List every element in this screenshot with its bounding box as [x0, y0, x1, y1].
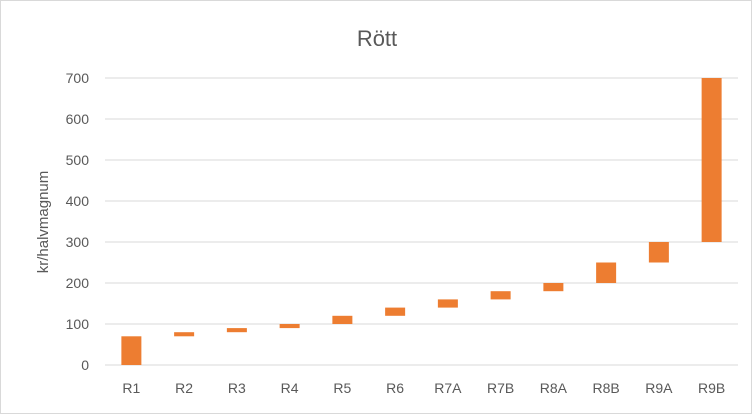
x-tick-label: R3 [228, 380, 246, 396]
y-axis-label: kr/halvmagnum [35, 171, 52, 274]
x-tick-label: R7A [434, 380, 462, 396]
chart-title: Rött [357, 26, 397, 51]
bar-r5 [332, 315, 353, 324]
bar-r6 [385, 307, 406, 316]
bar-r1 [121, 336, 142, 365]
y-tick-label: 0 [81, 357, 89, 373]
y-tick-label: 200 [66, 275, 90, 291]
y-tick-label: 600 [66, 111, 90, 127]
y-tick-label: 400 [66, 193, 90, 209]
bar-r9b [701, 78, 722, 242]
x-tick-label: R7B [487, 380, 514, 396]
bar-r9a [648, 242, 669, 263]
bar-r8a [543, 283, 564, 292]
x-tick-label: R4 [281, 380, 299, 396]
x-tick-labels: R1 R2 R3 R4 R5 R6 R7A R7B R8A R8B R9A R9B [122, 380, 725, 396]
x-tick-label: R9A [645, 380, 673, 396]
bar-r4 [279, 324, 300, 329]
gridlines [105, 77, 738, 366]
bar-r3 [226, 328, 247, 333]
bar-r7b [490, 291, 511, 300]
bar-r2 [174, 332, 195, 337]
bars [121, 78, 722, 365]
x-tick-label: R1 [122, 380, 140, 396]
y-tick-label: 700 [66, 70, 90, 86]
y-tick-labels: 0 100 200 300 400 500 600 700 [66, 70, 90, 373]
x-tick-label: R2 [175, 380, 193, 396]
y-tick-label: 300 [66, 234, 90, 250]
bar-r8b [596, 262, 617, 283]
x-tick-label: R8A [540, 380, 568, 396]
y-tick-label: 500 [66, 152, 90, 168]
y-tick-label: 100 [66, 316, 90, 332]
bar-r7a [437, 299, 458, 308]
x-tick-label: R5 [333, 380, 351, 396]
x-tick-label: R8B [593, 380, 620, 396]
x-tick-label: R6 [386, 380, 404, 396]
x-tick-label: R9B [698, 380, 725, 396]
